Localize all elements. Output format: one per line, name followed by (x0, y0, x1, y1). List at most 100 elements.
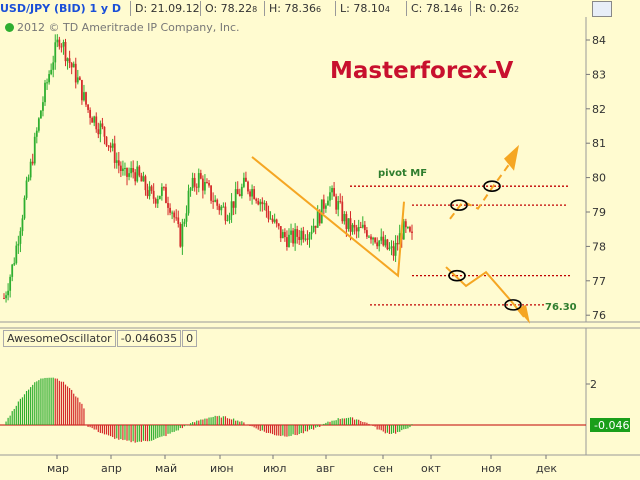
candle-body (298, 236, 301, 240)
time-tick-label: июн (210, 462, 234, 475)
candle-body (386, 239, 389, 250)
candle-body (411, 231, 413, 233)
candle-body (191, 177, 194, 189)
candle-body (382, 236, 385, 246)
candle-body (236, 189, 239, 195)
pivot-lines (350, 185, 570, 306)
candle-body (230, 201, 233, 216)
symbol-label[interactable]: USD/JPY (BID) 1 y D (0, 2, 122, 15)
time-tick-label: дек (536, 462, 557, 475)
candle-body (390, 246, 393, 248)
candle-body (113, 143, 116, 163)
candle-body (185, 213, 188, 222)
candle-body (341, 201, 344, 222)
settings-icon[interactable] (592, 1, 612, 17)
candle-body (97, 129, 100, 135)
candle-body (187, 190, 190, 214)
osc-tick-label: 2 (590, 378, 597, 391)
candle-body (400, 233, 403, 240)
time-tick-label: ноя (481, 462, 502, 475)
candle-body (263, 203, 266, 205)
candle-body (144, 176, 147, 191)
candle-body (183, 221, 186, 224)
close-readout: C: 78.146 (406, 1, 462, 16)
annotation-overlay (251, 144, 530, 324)
candle-body (17, 243, 20, 246)
candle-body (345, 214, 348, 229)
candle-body (42, 102, 44, 111)
candle-body (48, 74, 51, 83)
candle-body (74, 63, 77, 83)
candle-body (140, 175, 143, 182)
candle-body (304, 238, 307, 240)
price-tick-label: 80 (592, 172, 606, 185)
candle-body (404, 221, 407, 228)
candle-body (60, 46, 63, 48)
candle-body (296, 229, 299, 237)
candle-body (335, 196, 338, 210)
candle-body (117, 160, 120, 166)
candle-body (318, 210, 321, 224)
candle-body (333, 188, 335, 197)
candle-body (173, 212, 176, 218)
candle-body (368, 236, 370, 238)
time-ticks: мар апр май июн июл авг сен окт ноя дек (47, 455, 557, 475)
time-tick-label: мар (47, 462, 69, 475)
candle-body (257, 200, 260, 205)
candle-body (124, 168, 126, 170)
candle-body (19, 231, 22, 244)
candle-body (54, 42, 57, 63)
candle-body (261, 201, 264, 204)
candle-body (322, 199, 325, 209)
candle-body (171, 212, 174, 214)
candle-body (292, 230, 294, 244)
candle-body (76, 77, 79, 83)
candle-body (392, 246, 395, 256)
osc-value: -0.046035 (116, 330, 182, 347)
candle-body (320, 199, 323, 224)
candle-body (189, 188, 192, 191)
candle-body (132, 167, 135, 173)
candle-body (288, 234, 290, 247)
candle-body (128, 173, 130, 177)
brand-title: Masterforex-V (330, 58, 514, 84)
candle-body (160, 187, 163, 196)
candle-body (169, 207, 171, 213)
candle-body (13, 263, 16, 265)
candle-body (70, 63, 73, 68)
candle-body (89, 109, 92, 118)
candle-body (222, 206, 225, 208)
candle-body (214, 199, 217, 202)
candle-body (216, 199, 219, 206)
price-tick-label: 77 (592, 275, 606, 288)
candle-body (35, 130, 38, 137)
candle-body (302, 230, 305, 240)
candle-body (126, 168, 128, 177)
candle-body (31, 161, 34, 164)
candle-body (165, 187, 167, 204)
pivot-ellipse (448, 269, 466, 282)
candle-body (249, 191, 251, 197)
price-tick-label: 82 (592, 103, 606, 116)
candle-body (300, 230, 303, 240)
candle-body (105, 136, 108, 146)
candle-body (402, 221, 405, 240)
oscillator-histogram (0, 377, 590, 443)
candle-body (52, 62, 55, 70)
osc-name[interactable]: AwesomeOscillator (3, 330, 116, 347)
candle-body (409, 227, 411, 232)
pivot-ellipse (483, 180, 501, 192)
time-tick-label: апр (101, 462, 122, 475)
candle-body (365, 230, 368, 237)
candle-body (78, 77, 81, 81)
osc-value-badge-text: -0.046 (594, 419, 629, 432)
candle-body (146, 190, 149, 197)
candle-body (253, 189, 256, 199)
candle-body (195, 186, 198, 188)
candle-body (355, 227, 358, 232)
candle-body (201, 178, 204, 191)
candle-body (23, 197, 26, 219)
candle-body (81, 80, 83, 101)
candle-body (388, 247, 391, 250)
candle-body (226, 220, 229, 222)
